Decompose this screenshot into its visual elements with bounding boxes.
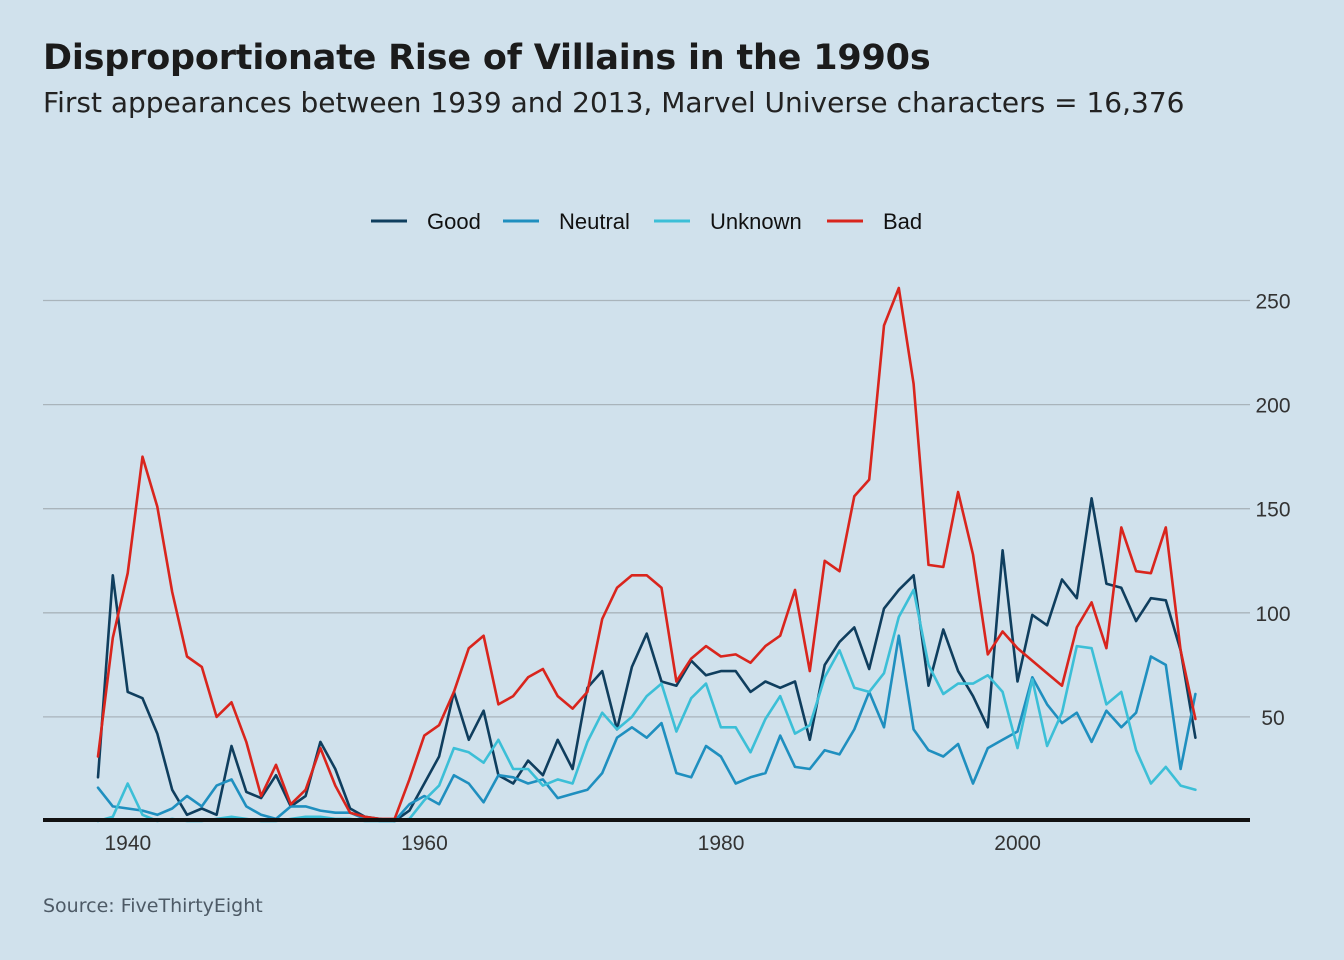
- series-line-bad: [96, 286, 1197, 821]
- legend-label: Bad: [883, 209, 922, 234]
- legend-item-neutral: Neutral: [503, 209, 630, 234]
- x-axis-labels: 1940 1960 1980 2000: [104, 832, 1041, 855]
- legend-label: Good: [427, 209, 481, 234]
- legend-item-good: Good: [371, 209, 481, 234]
- series-lines: [96, 286, 1197, 823]
- legend-label: Neutral: [559, 209, 630, 234]
- source-note: Source: FiveThirtyEight: [43, 895, 263, 917]
- legend-item-unknown: Unknown: [654, 209, 802, 234]
- y-axis-labels: 50 100 150 200 250: [1255, 291, 1290, 730]
- x-tick-label: 1960: [401, 832, 448, 855]
- x-tick-label: 1940: [104, 832, 151, 855]
- y-tick-label: 100: [1255, 603, 1290, 626]
- chart-title: Disproportionate Rise of Villains in the…: [43, 38, 931, 78]
- chart-subtitle: First appearances between 1939 and 2013,…: [43, 86, 1185, 119]
- grid-lines: [43, 299, 1250, 718]
- y-tick-label: 50: [1261, 707, 1284, 730]
- legend-label: Unknown: [710, 209, 802, 234]
- x-tick-label: 2000: [994, 832, 1041, 855]
- series-line-good: [96, 496, 1197, 823]
- y-tick-label: 150: [1255, 499, 1290, 522]
- y-tick-label: 200: [1255, 395, 1290, 418]
- legend: Good Neutral Unknown Bad: [371, 209, 922, 234]
- legend-item-bad: Bad: [827, 209, 922, 234]
- y-tick-label: 250: [1255, 291, 1290, 314]
- x-tick-label: 1980: [698, 832, 745, 855]
